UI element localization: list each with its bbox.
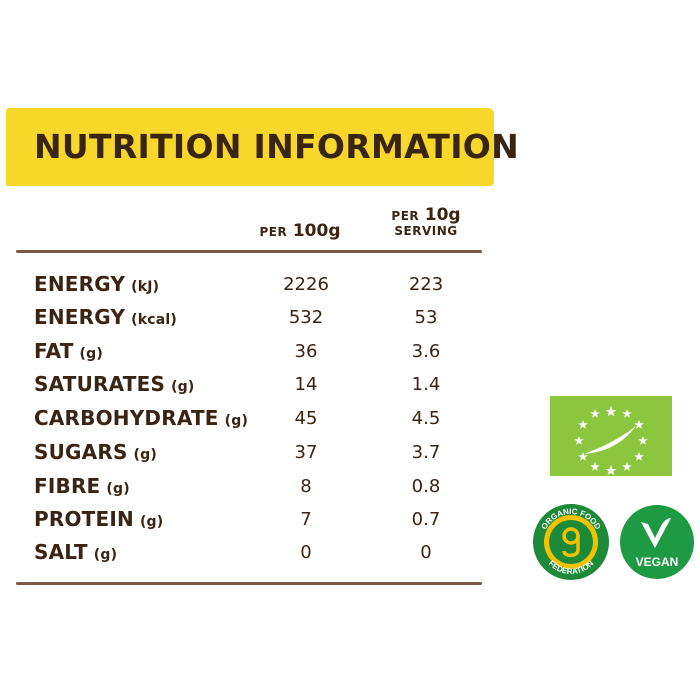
value-per-serving: 4.5 [411,408,441,429]
value-per-serving: 0.7 [411,509,441,530]
nutrient-name: ENERGY [34,305,126,329]
nutrient-label: FIBRE (g) [34,474,130,498]
table-row: SALT (g) 0 0 [0,540,480,570]
nutrient-unit: (g) [93,547,118,563]
table-row: SUGARS (g) 37 3.7 [0,440,480,470]
nutrient-unit: (kcal) [131,312,177,328]
value-per-100g: 8 [300,476,312,497]
column-header-per-serving: PER 10g SERVING [376,206,476,238]
vegan-label: VEGAN [636,555,679,569]
table-row: FIBRE (g) 8 0.8 [0,474,480,504]
nutrient-name: SATURATES [34,372,166,396]
column-header-per-100g: PER 100g [252,222,348,241]
table-row: CARBOHYDRATE (g) 45 4.5 [0,406,480,436]
value-per-serving: 53 [414,307,438,328]
footer-divider [16,582,482,585]
header-divider [16,250,482,253]
value-per-serving: 0 [420,542,432,563]
nutrient-name: CARBOHYDRATE [34,406,219,430]
table-row: SATURATES (g) 14 1.4 [0,372,480,402]
value-per-100g: 7 [300,509,312,530]
page-title: NUTRITION INFORMATION [34,127,520,166]
nutrient-label: PROTEIN (g) [34,507,163,531]
column-header-prefix: PER [391,209,420,223]
nutrient-unit: (g) [133,447,157,463]
nutrient-name: PROTEIN [34,507,134,531]
title-banner: NUTRITION INFORMATION [6,108,519,186]
table-row: ENERGY (kcal) 532 53 [0,305,480,335]
nutrient-label: ENERGY (kcal) [34,305,177,329]
nutrient-label: SUGARS (g) [34,440,157,464]
nutrient-name: SALT [34,540,88,564]
nutrient-unit: (g) [139,514,164,530]
nutrient-label: SALT (g) [34,540,117,564]
nutrient-name: ENERGY [34,272,126,296]
value-per-serving: 0.8 [411,476,441,497]
table-row: FAT (g) 36 3.6 [0,339,480,369]
value-per-serving: 223 [408,274,444,295]
nutrient-name: FAT [34,339,74,363]
nutrient-label: CARBOHYDRATE (g) [34,406,248,430]
column-header-prefix: PER [259,225,288,239]
value-per-100g: 14 [294,374,318,395]
value-per-serving: 3.7 [411,442,441,463]
nutrient-unit: (g) [79,346,103,362]
value-per-100g: 532 [288,307,324,328]
organic-food-federation-seal: ORGANIC FOOD FEDERATION [531,502,611,582]
column-header-value: 10g [424,205,461,225]
value-per-100g: 45 [294,408,318,429]
nutrient-name: SUGARS [34,440,128,464]
nutrient-label: FAT (g) [34,339,103,363]
column-header-suffix: SERVING [394,223,458,238]
column-header-value: 100g [292,221,341,241]
value-per-100g: 2226 [283,274,329,295]
value-per-serving: 3.6 [411,341,441,362]
table-row: PROTEIN (g) 7 0.7 [0,507,480,537]
nutrient-unit: (g) [171,379,195,395]
nutrient-unit: (g) [106,481,130,497]
value-per-100g: 36 [294,341,318,362]
nutrient-label: SATURATES (g) [34,372,194,396]
vegan-v-icon: VEGAN [619,504,695,580]
value-per-serving: 1.4 [411,374,441,395]
nutrient-unit: (g) [224,413,249,429]
nutrient-name: FIBRE [34,474,101,498]
nutrient-label: ENERGY (kJ) [34,272,159,296]
value-per-100g: 37 [294,442,318,463]
eu-organic-leaf-icon [550,396,672,476]
table-row: ENERGY (kJ) 2226 223 [0,272,480,302]
nutrient-unit: (kJ) [131,279,160,295]
value-per-100g: 0 [300,542,312,563]
